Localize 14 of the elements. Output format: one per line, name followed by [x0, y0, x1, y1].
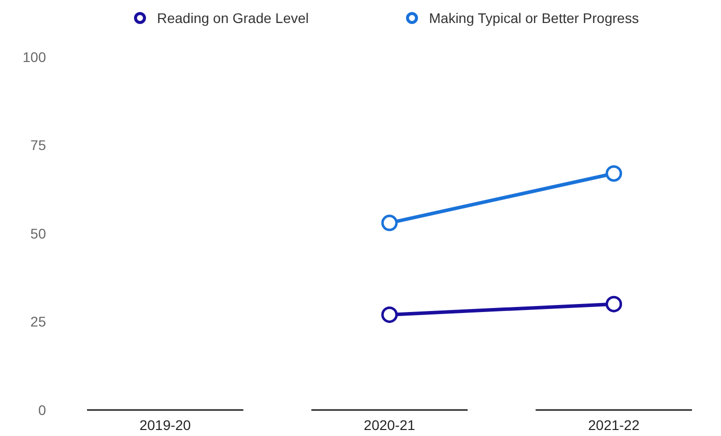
point	[381, 306, 398, 323]
y-tick-label: 75	[30, 137, 46, 154]
y-tick-label: 25	[30, 314, 46, 330]
x-tick-label: 2021-22	[588, 417, 640, 433]
legend-label: Reading on Grade Level	[157, 10, 309, 26]
point	[606, 165, 622, 182]
y-tick-label: 0	[38, 402, 46, 418]
point	[381, 214, 398, 232]
point	[606, 296, 622, 312]
x-tick-label: 2020-21	[364, 417, 416, 433]
legend-label: Making Typical or Better Progress	[429, 10, 639, 26]
x-tick-label: 2019-20	[139, 417, 192, 433]
y-tick-label: 50	[30, 225, 46, 242]
y-tick-label: 100	[22, 48, 46, 65]
